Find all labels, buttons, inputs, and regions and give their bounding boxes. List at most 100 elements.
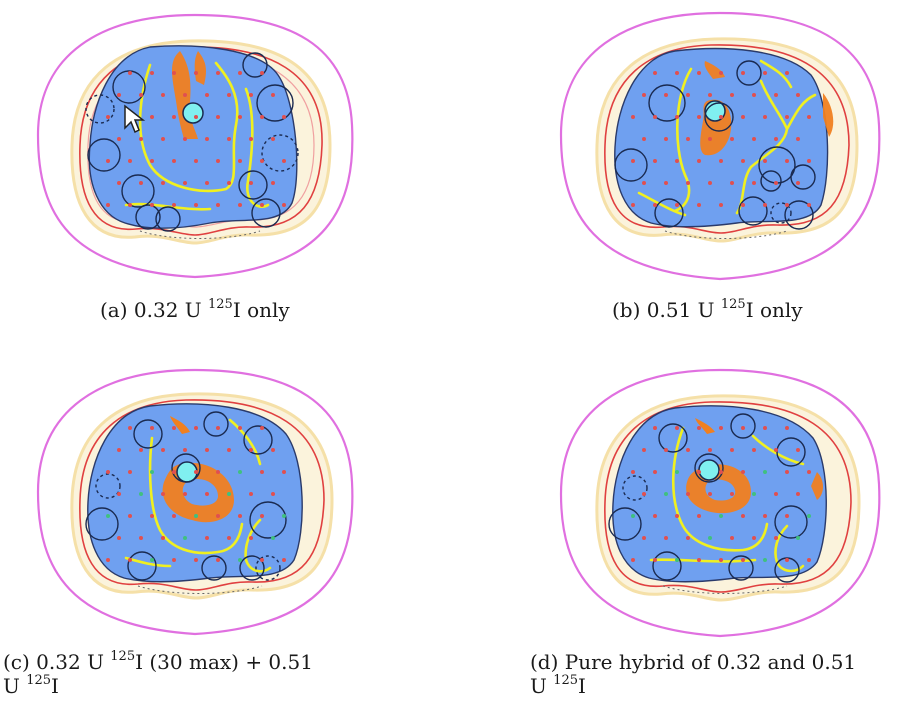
seed-dot xyxy=(785,426,789,430)
seed-dot xyxy=(686,448,690,452)
seed-dot xyxy=(785,71,789,75)
seed-dot xyxy=(172,115,176,119)
caption-unit: U xyxy=(87,650,104,674)
seed-rings xyxy=(85,52,299,232)
seed-dot xyxy=(150,203,154,207)
seed-dot xyxy=(227,536,231,540)
seed-dot xyxy=(774,137,778,141)
caption-line2-isotope: I xyxy=(51,674,59,698)
isodose-red xyxy=(79,46,323,236)
seed-dot xyxy=(719,426,723,430)
seed-dot xyxy=(675,203,679,207)
seed-dot xyxy=(227,181,231,185)
seed-dot xyxy=(150,470,154,474)
seed-dot xyxy=(106,159,110,163)
seed-dot xyxy=(697,514,701,518)
seed-dot xyxy=(106,115,110,119)
seed-dot xyxy=(249,181,253,185)
seed-dot xyxy=(128,514,132,518)
seed-dot xyxy=(271,137,275,141)
urethra xyxy=(698,459,720,481)
caption-line2-isotope: I xyxy=(578,674,586,698)
seed-dot xyxy=(686,93,690,97)
seed-dot xyxy=(117,181,121,185)
seed-dot xyxy=(697,159,701,163)
seed-dot xyxy=(183,137,187,141)
seed-dot xyxy=(172,470,176,474)
rectum-dash xyxy=(139,230,261,239)
seed-dot xyxy=(128,426,132,430)
seed-dot xyxy=(183,536,187,540)
seed-dot xyxy=(752,492,756,496)
seed-dot xyxy=(796,448,800,452)
seed-dot xyxy=(139,181,143,185)
caption-suffix: only xyxy=(759,298,803,322)
seed-dot xyxy=(785,203,789,207)
caption-isotope: I xyxy=(232,298,241,322)
caption-suffix: only xyxy=(247,298,290,322)
seed-dot xyxy=(631,514,635,518)
seed-dot xyxy=(139,536,143,540)
seed-dot xyxy=(249,448,253,452)
body-outline xyxy=(36,13,354,279)
seed-dot xyxy=(249,93,253,97)
seed-dot xyxy=(227,448,231,452)
caption-suffix: Pure hybrid of 0.32 and 0.51 xyxy=(564,650,857,674)
body-outline xyxy=(559,368,881,638)
panel-d xyxy=(555,360,885,645)
seed-dot xyxy=(730,181,734,185)
seed-dot xyxy=(664,448,668,452)
seed-dot xyxy=(271,536,275,540)
seed-dot xyxy=(161,137,165,141)
urethra xyxy=(182,102,204,124)
seed-dot xyxy=(774,181,778,185)
seed-dot xyxy=(719,115,723,119)
seed-dot xyxy=(675,470,679,474)
seed-dot xyxy=(150,558,154,562)
seed-dot xyxy=(631,470,635,474)
seed-dot xyxy=(106,470,110,474)
seed-dot xyxy=(183,492,187,496)
seed-dot xyxy=(785,159,789,163)
caption-c: (c) 0.32 U 125I (30 max) + 0.51 U 125I xyxy=(3,650,313,698)
seed-dot xyxy=(194,159,198,163)
seed-dot xyxy=(183,448,187,452)
seed-grid xyxy=(106,426,286,562)
seed-dot xyxy=(161,93,165,97)
seed-dot xyxy=(205,93,209,97)
seed-dot xyxy=(271,93,275,97)
seed-dot xyxy=(216,115,220,119)
seed-dot xyxy=(796,93,800,97)
seed-dot xyxy=(205,536,209,540)
seed-dot xyxy=(238,426,242,430)
seed-dot xyxy=(238,71,242,75)
seed-dot xyxy=(653,71,657,75)
seed-dot xyxy=(697,203,701,207)
seed-dot xyxy=(807,115,811,119)
seed-dot xyxy=(205,448,209,452)
seed-dot xyxy=(708,492,712,496)
caption-dose: 0.32 xyxy=(133,298,179,322)
seed-dot xyxy=(774,93,778,97)
seed-dot xyxy=(150,115,154,119)
seed-dot xyxy=(642,492,646,496)
seed-dot xyxy=(631,159,635,163)
seed-dot xyxy=(238,558,242,562)
seed-dot xyxy=(763,558,767,562)
seed-dot xyxy=(194,470,198,474)
seed-dot xyxy=(161,492,165,496)
seed-dot xyxy=(774,448,778,452)
seed-dot xyxy=(161,181,165,185)
body-outline xyxy=(36,368,354,636)
isodose-red xyxy=(604,401,852,593)
seed-dot xyxy=(172,426,176,430)
seed-grid xyxy=(631,426,811,562)
seed-dot xyxy=(282,115,286,119)
caption-label: (a) xyxy=(100,298,128,322)
seed-dot xyxy=(686,181,690,185)
panel-c-plot xyxy=(36,368,354,636)
seed-dot xyxy=(741,115,745,119)
seed-grid xyxy=(106,71,286,207)
seed-dot xyxy=(741,558,745,562)
seed-dot xyxy=(172,558,176,562)
